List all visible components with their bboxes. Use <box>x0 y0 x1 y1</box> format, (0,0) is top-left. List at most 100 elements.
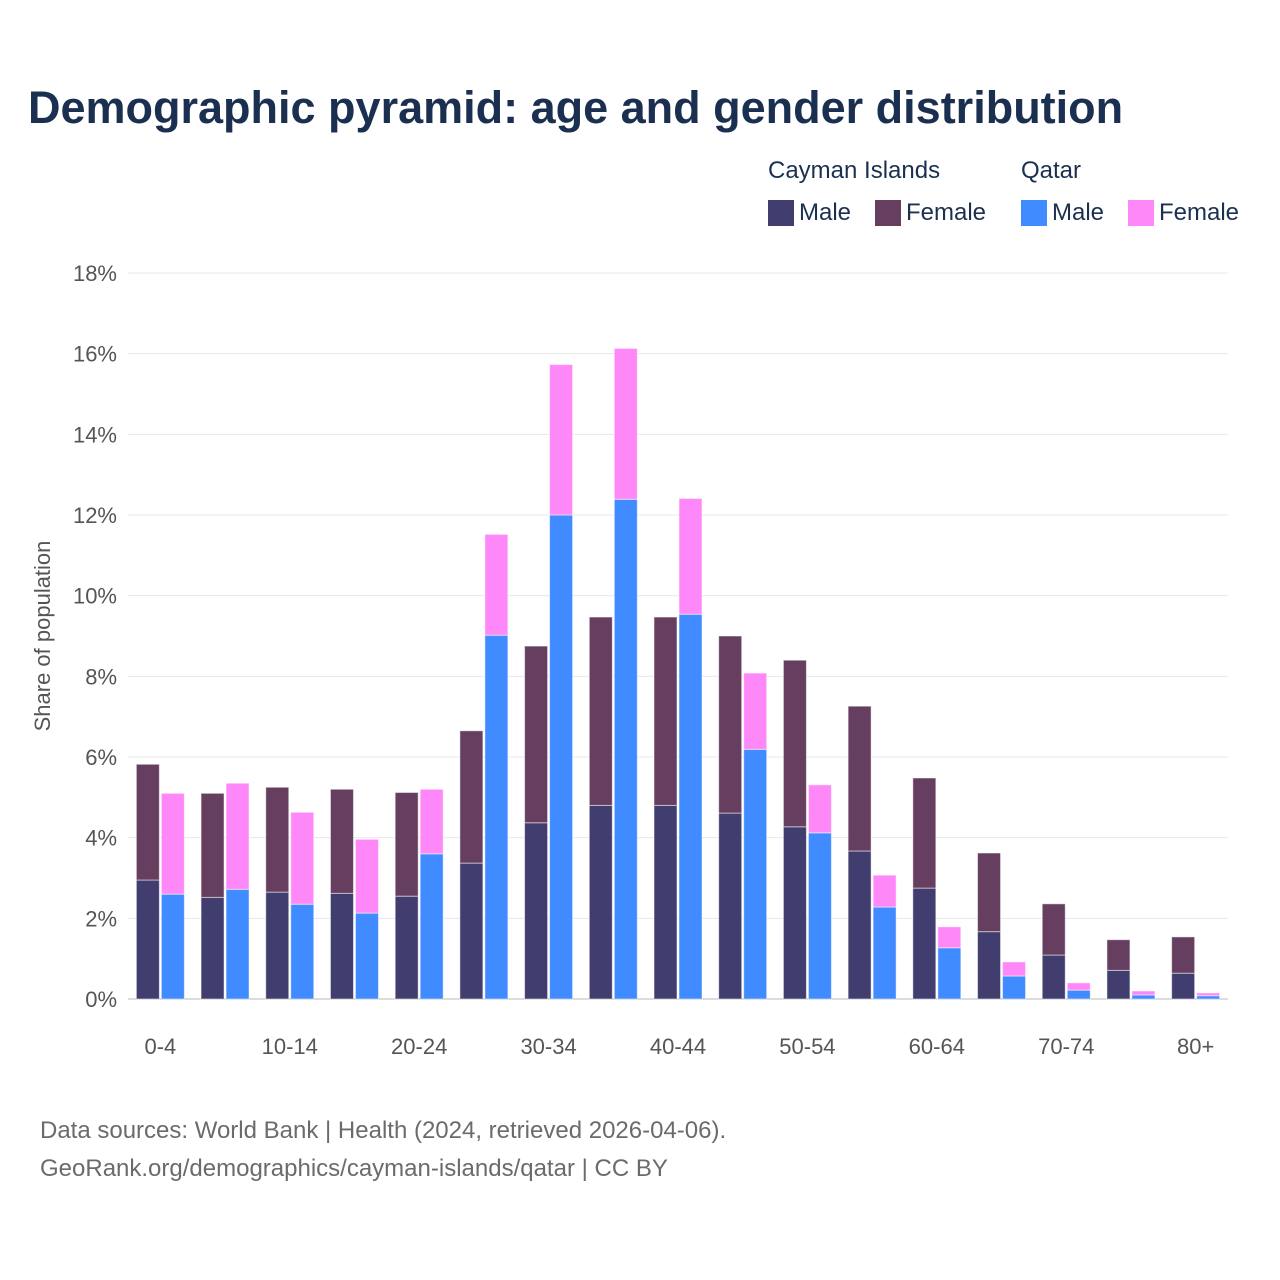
bar-cayman-islands-male[interactable] <box>135 879 160 1000</box>
x-tick-label: 10-14 <box>262 1034 318 1059</box>
bar-cayman-islands-male[interactable] <box>265 891 290 1000</box>
bar-qatar-male[interactable] <box>484 634 509 1000</box>
y-tick-label: 12% <box>73 503 117 528</box>
legend-item-qatar-female[interactable]: Female <box>1128 199 1239 227</box>
bar-cayman-islands-male[interactable] <box>394 895 419 1000</box>
bar-cayman-islands-male[interactable] <box>329 892 354 1000</box>
chart-title: Demographic pyramid: age and gender dist… <box>28 82 1124 133</box>
bar-cayman-islands-female[interactable] <box>1106 939 1131 971</box>
bar-cayman-islands-female[interactable] <box>977 852 1002 933</box>
bar-qatar-male[interactable] <box>1066 989 1091 1000</box>
bar-cayman-islands-female[interactable] <box>135 763 160 881</box>
bar-qatar-female[interactable] <box>1196 992 1221 997</box>
bar-qatar-male[interactable] <box>354 912 379 1000</box>
bar-qatar-female[interactable] <box>225 782 250 890</box>
bar-cayman-islands-male[interactable] <box>459 862 484 1000</box>
bar-cayman-islands-female[interactable] <box>912 777 937 889</box>
bar-group-10-14 <box>265 786 315 1000</box>
bar-cayman-islands-female[interactable] <box>1171 936 1196 974</box>
legend-swatch <box>1128 200 1154 226</box>
bar-cayman-islands-male[interactable] <box>1106 969 1131 1000</box>
bar-group-15-19 <box>329 788 379 1000</box>
bar-qatar-male[interactable] <box>1131 994 1156 1000</box>
y-tick-label: 16% <box>73 342 117 367</box>
bar-cayman-islands-male[interactable] <box>200 896 225 1000</box>
bar-qatar-female[interactable] <box>1002 961 1027 977</box>
footer-link[interactable]: GeoRank.org/demographics/cayman-islands/… <box>40 1155 668 1182</box>
legend-label: Male <box>799 199 852 226</box>
bar-qatar-male[interactable] <box>225 888 250 1000</box>
bar-cayman-islands-female[interactable] <box>653 616 678 806</box>
legend-item-cayman-female[interactable]: Female <box>875 199 986 227</box>
bar-cayman-islands-female[interactable] <box>588 616 613 806</box>
bar-cayman-islands-male[interactable] <box>782 826 807 1000</box>
bar-qatar-male[interactable] <box>419 853 444 1000</box>
x-tick-label: 50-54 <box>779 1034 835 1059</box>
bar-qatar-female[interactable] <box>1066 982 1091 991</box>
bar-qatar-female[interactable] <box>290 811 315 905</box>
bar-cayman-islands-male[interactable] <box>718 812 743 1000</box>
bar-qatar-female[interactable] <box>807 784 832 834</box>
y-tick-label: 6% <box>85 745 117 770</box>
bar-qatar-male[interactable] <box>807 832 832 1000</box>
bar-group-40-44 <box>653 497 703 1000</box>
bar-cayman-islands-female[interactable] <box>394 791 419 897</box>
bar-qatar-female[interactable] <box>484 533 509 636</box>
bar-group-65-69 <box>977 852 1027 1000</box>
bar-group-5-9 <box>200 782 250 1000</box>
y-tick-label: 10% <box>73 584 117 609</box>
bar-cayman-islands-female[interactable] <box>782 659 807 828</box>
bar-qatar-female[interactable] <box>678 497 703 615</box>
x-tick-label: 20-24 <box>391 1034 447 1059</box>
bar-cayman-islands-male[interactable] <box>977 931 1002 1000</box>
x-tick-label: 60-64 <box>909 1034 965 1059</box>
bar-qatar-female[interactable] <box>613 347 638 500</box>
bar-qatar-male[interactable] <box>549 514 574 1000</box>
bar-group-70-74 <box>1041 903 1091 1000</box>
legend-label: Female <box>1159 199 1240 226</box>
bar-qatar-female[interactable] <box>1131 990 1156 996</box>
bar-qatar-female[interactable] <box>549 364 574 516</box>
bar-cayman-islands-male[interactable] <box>1171 972 1196 1000</box>
bar-cayman-islands-male[interactable] <box>524 822 549 1000</box>
bar-qatar-male[interactable] <box>743 748 768 1000</box>
bar-cayman-islands-male[interactable] <box>653 804 678 1000</box>
bar-group-45-49 <box>718 635 768 1000</box>
bar-qatar-female[interactable] <box>419 788 444 855</box>
bar-qatar-male[interactable] <box>290 903 315 1000</box>
bar-qatar-female[interactable] <box>160 792 185 895</box>
bar-qatar-male[interactable] <box>937 947 962 1000</box>
bar-group-0-4 <box>135 763 185 1000</box>
bar-qatar-male[interactable] <box>872 906 897 1000</box>
bar-cayman-islands-male[interactable] <box>847 850 872 1000</box>
bar-group-55-59 <box>847 705 897 1000</box>
y-tick-label: 8% <box>85 664 117 689</box>
legend-group-qatar: Qatar <box>1021 157 1082 184</box>
y-axis-label: Share of population <box>30 541 55 732</box>
bar-cayman-islands-female[interactable] <box>265 786 290 893</box>
bar-qatar-female[interactable] <box>354 838 379 914</box>
bar-qatar-female[interactable] <box>743 672 768 750</box>
bar-cayman-islands-female[interactable] <box>524 645 549 824</box>
bar-cayman-islands-female[interactable] <box>200 792 225 898</box>
bar-qatar-male[interactable] <box>678 613 703 1000</box>
bar-group-25-29 <box>459 533 509 1000</box>
bar-cayman-islands-female[interactable] <box>1041 903 1066 956</box>
bar-cayman-islands-female[interactable] <box>329 788 354 894</box>
x-tick-label: 30-34 <box>520 1034 576 1059</box>
bar-qatar-male[interactable] <box>1002 975 1027 1000</box>
legend-item-cayman-male[interactable]: Male <box>768 199 851 227</box>
legend-item-qatar-male[interactable]: Male <box>1021 199 1104 227</box>
bar-cayman-islands-female[interactable] <box>718 635 743 814</box>
bar-cayman-islands-male[interactable] <box>588 804 613 1000</box>
legend-swatch <box>1021 200 1047 226</box>
bar-cayman-islands-male[interactable] <box>912 887 937 1000</box>
bar-cayman-islands-female[interactable] <box>459 730 484 864</box>
bar-qatar-female[interactable] <box>937 926 962 949</box>
bar-qatar-female[interactable] <box>872 874 897 908</box>
bar-qatar-male[interactable] <box>613 498 638 1000</box>
bar-qatar-male[interactable] <box>160 893 185 1000</box>
bar-cayman-islands-male[interactable] <box>1041 954 1066 1000</box>
bar-cayman-islands-female[interactable] <box>847 705 872 852</box>
